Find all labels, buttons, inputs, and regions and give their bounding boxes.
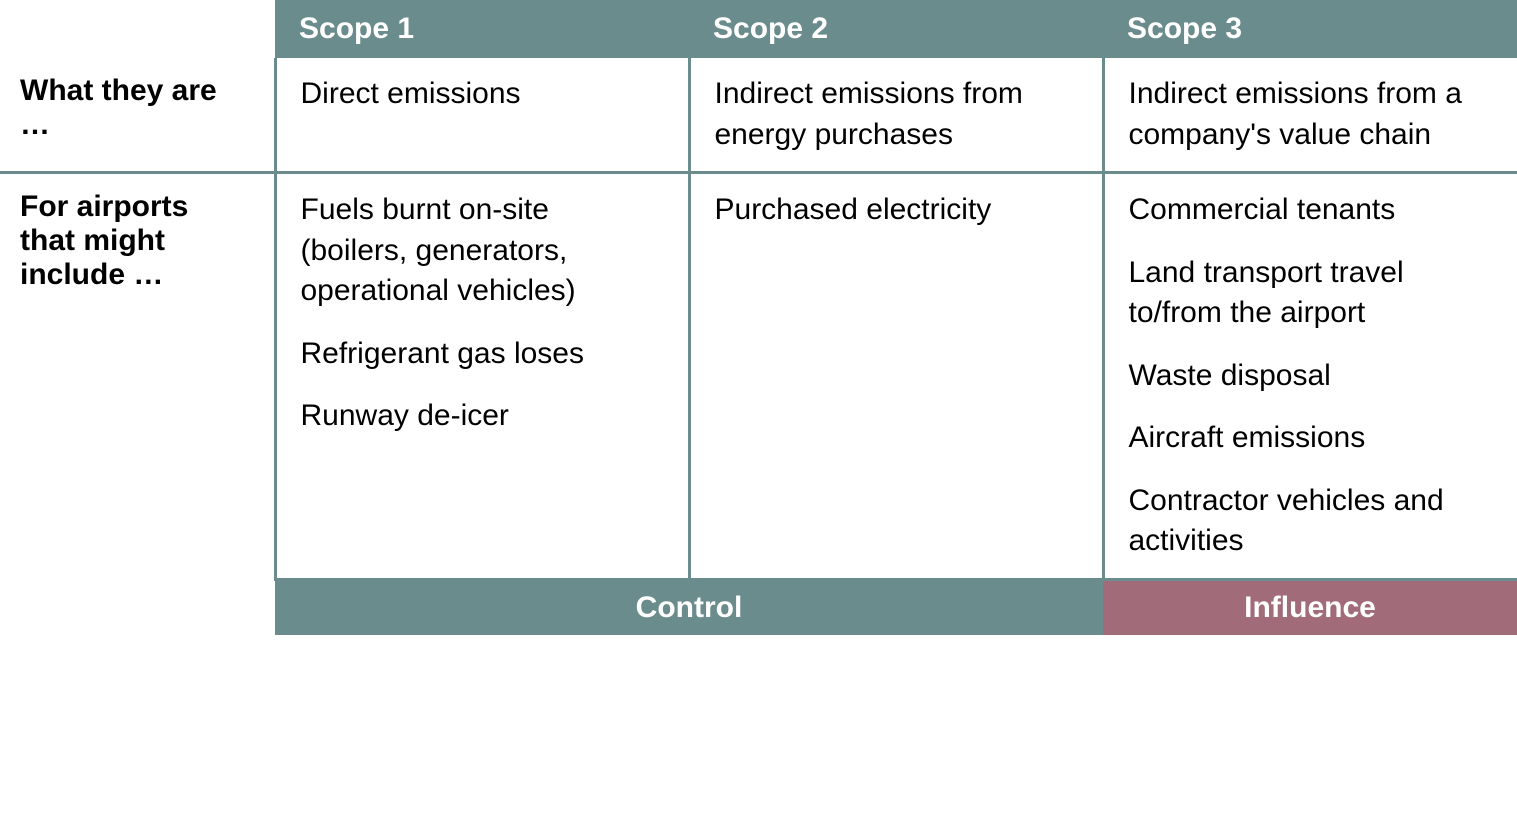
footer-influence: Influence <box>1103 579 1517 635</box>
scopes-table-container: Scope 1 Scope 2 Scope 3 What they are … … <box>0 0 1517 635</box>
scope2-item: Purchased electricity <box>715 190 1078 231</box>
scope3-item: Aircraft emissions <box>1129 418 1494 459</box>
row-airports: For airports that might include … Fuels … <box>0 173 1517 580</box>
cell-airports-scope3: Commercial tenants Land transport travel… <box>1103 173 1517 580</box>
footer-empty <box>0 579 275 635</box>
header-row: Scope 1 Scope 2 Scope 3 <box>0 0 1517 58</box>
footer-control: Control <box>275 579 1103 635</box>
footer-row: Control Influence <box>0 579 1517 635</box>
scope3-item: Land transport travel to/from the airpor… <box>1129 253 1494 334</box>
scope3-item: Waste disposal <box>1129 356 1494 397</box>
cell-what-scope3: Indirect emissions from a company's valu… <box>1103 58 1517 173</box>
cell-airports-scope1: Fuels burnt on-site (boilers, generators… <box>275 173 689 580</box>
column-header-scope3: Scope 3 <box>1103 0 1517 58</box>
column-header-scope1: Scope 1 <box>275 0 689 58</box>
scopes-table: Scope 1 Scope 2 Scope 3 What they are … … <box>0 0 1517 635</box>
row-label-airports: For airports that might include … <box>0 173 275 580</box>
scope1-item: Runway de-icer <box>301 396 664 437</box>
row-what-they-are: What they are … Direct emissions Indirec… <box>0 58 1517 173</box>
corner-cell <box>0 0 275 58</box>
scope3-item: Commercial tenants <box>1129 190 1494 231</box>
scope1-item: Refrigerant gas loses <box>301 334 664 375</box>
cell-what-scope2: Indirect emissions from energy purchases <box>689 58 1103 173</box>
scope3-item: Contractor vehicles and activities <box>1129 481 1494 562</box>
row-label-what: What they are … <box>0 58 275 173</box>
column-header-scope2: Scope 2 <box>689 0 1103 58</box>
cell-airports-scope2: Purchased electricity <box>689 173 1103 580</box>
cell-what-scope1: Direct emissions <box>275 58 689 173</box>
scope1-item: Fuels burnt on-site (boilers, generators… <box>301 190 664 312</box>
